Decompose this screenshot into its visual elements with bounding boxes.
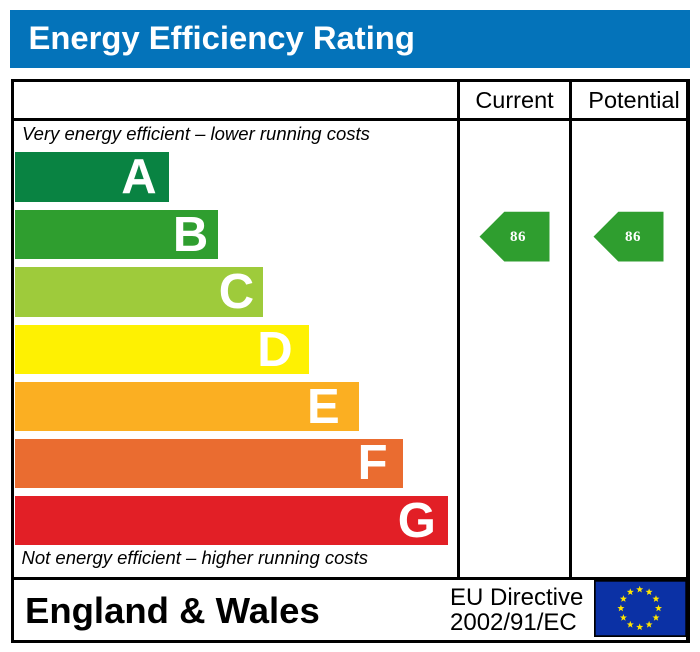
svg-text:86: 86	[510, 229, 526, 245]
svg-text:86: 86	[625, 229, 641, 245]
